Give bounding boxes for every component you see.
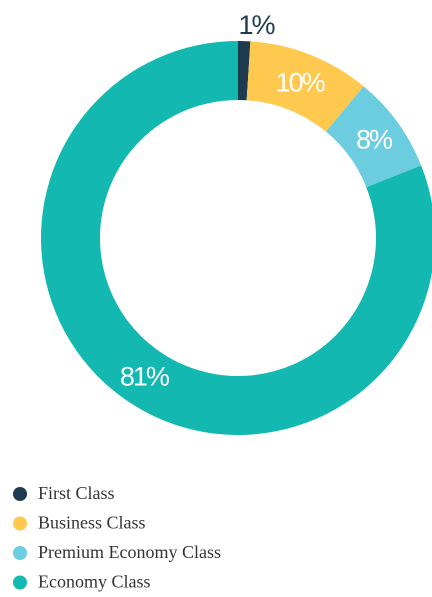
legend-label: Economy Class bbox=[38, 572, 151, 592]
data-label: 10% bbox=[276, 67, 326, 97]
legend-label: Business Class bbox=[38, 513, 146, 533]
legend-swatch bbox=[13, 487, 27, 501]
donut-segment bbox=[238, 41, 251, 101]
legend-swatch bbox=[13, 516, 27, 531]
data-label: 1% bbox=[238, 10, 275, 40]
donut-segment bbox=[246, 41, 364, 132]
legend-label: Premium Economy Class bbox=[38, 542, 221, 562]
legend-swatch bbox=[13, 575, 27, 590]
legend-swatch bbox=[13, 546, 27, 560]
donut-segment bbox=[41, 41, 432, 435]
data-label: 8% bbox=[356, 125, 393, 155]
data-label: 81% bbox=[120, 362, 170, 392]
legend-label: First Class bbox=[38, 483, 115, 503]
donut-segment bbox=[325, 86, 422, 188]
